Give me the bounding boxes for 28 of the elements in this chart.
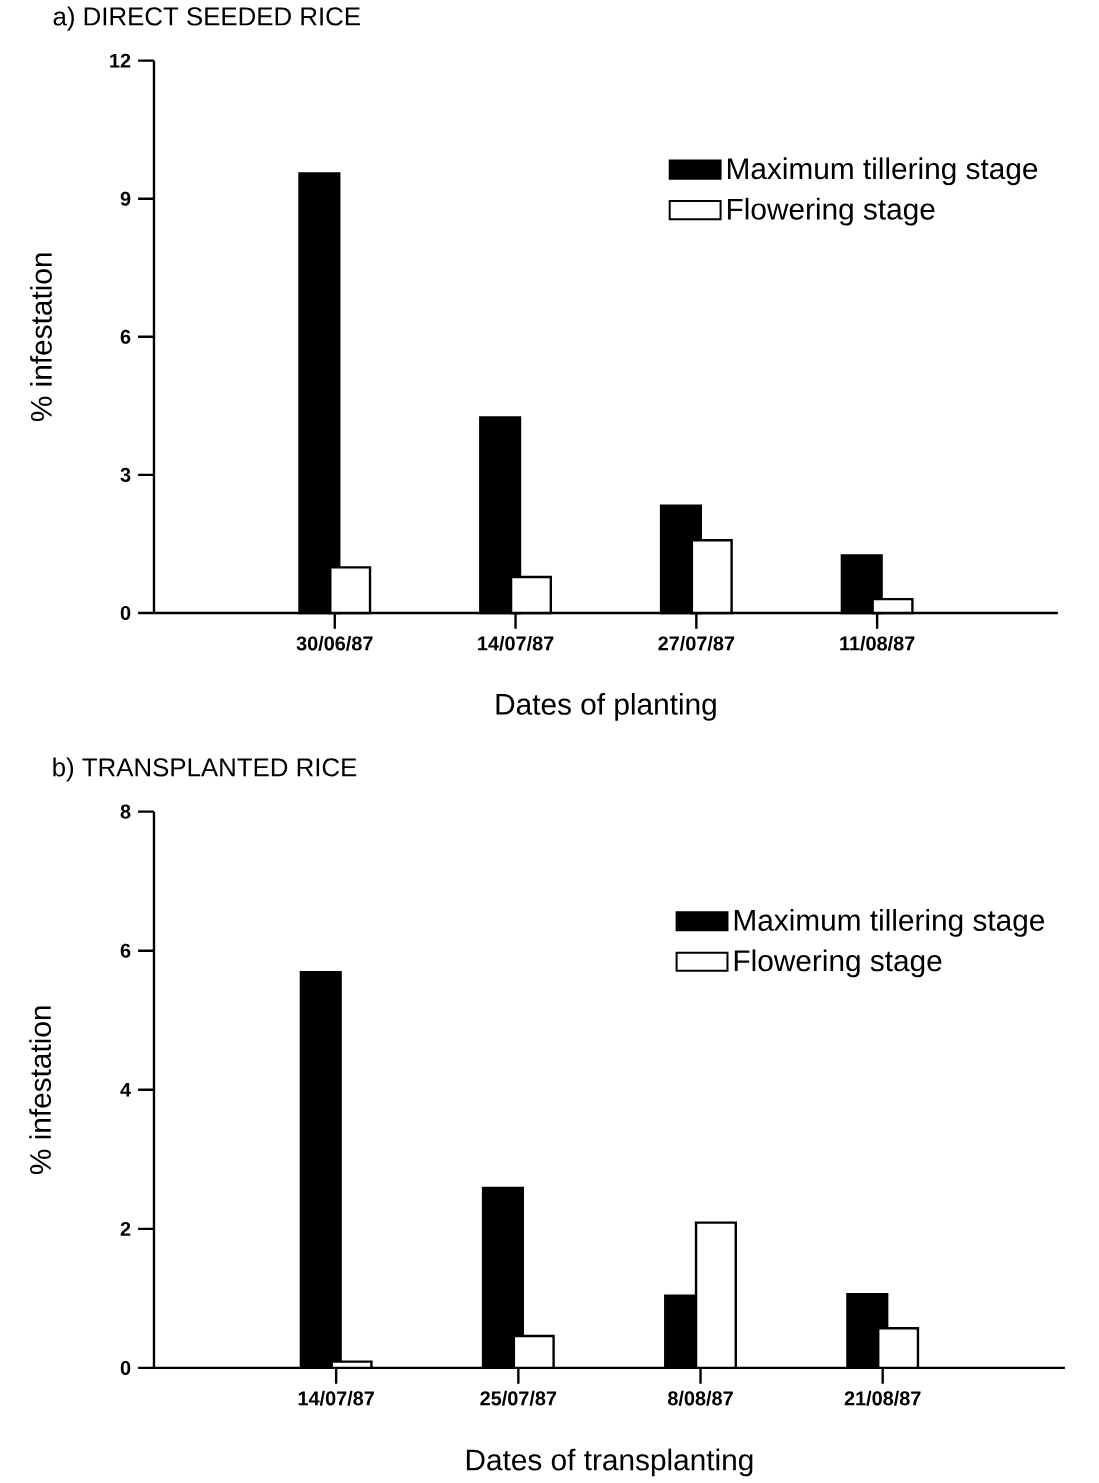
x-tick-label: 27/07/87 (658, 635, 735, 651)
x-tick-label: 21/08/87 (844, 1390, 921, 1406)
x-tick-label: 14/07/87 (478, 635, 554, 651)
y-tick-label: 2 (120, 1221, 131, 1236)
y-axis-title: % infestation (30, 253, 53, 422)
x-axis-title: Dates of transplanting (467, 1448, 753, 1477)
y-axis-title: % infestation (29, 1006, 52, 1175)
legend-label: Maximum tillering stage (728, 157, 1038, 186)
y-tick-label: 9 (120, 191, 131, 206)
y-tick-label: 6 (120, 943, 131, 958)
y-tick-label: 3 (120, 467, 131, 482)
y-tick-label: 12 (110, 53, 131, 68)
x-tick-label: 30/06/87 (296, 635, 373, 651)
legend-label: Maximum tillering stage (735, 909, 1045, 937)
y-tick-label: 6 (120, 329, 131, 344)
x-tick-label: 8/08/87 (668, 1390, 733, 1406)
x-tick-label: 14/07/87 (298, 1390, 375, 1406)
legend-label: Flowering stage (735, 949, 942, 978)
legend-label: Flowering stage (728, 197, 935, 226)
x-tick-label: 25/07/87 (480, 1390, 557, 1406)
y-tick-label: 0 (120, 605, 131, 620)
y-tick-label: 8 (120, 804, 131, 819)
chart-title: b) TRANSPLANTED RICE (53, 757, 357, 782)
chart-title: a) DIRECT SEEDED RICE (53, 6, 361, 31)
x-tick-label: 11/08/87 (840, 635, 915, 651)
y-tick-label: 0 (120, 1360, 131, 1375)
y-tick-label: 4 (120, 1082, 132, 1097)
x-axis-title: Dates of planting (496, 692, 716, 721)
